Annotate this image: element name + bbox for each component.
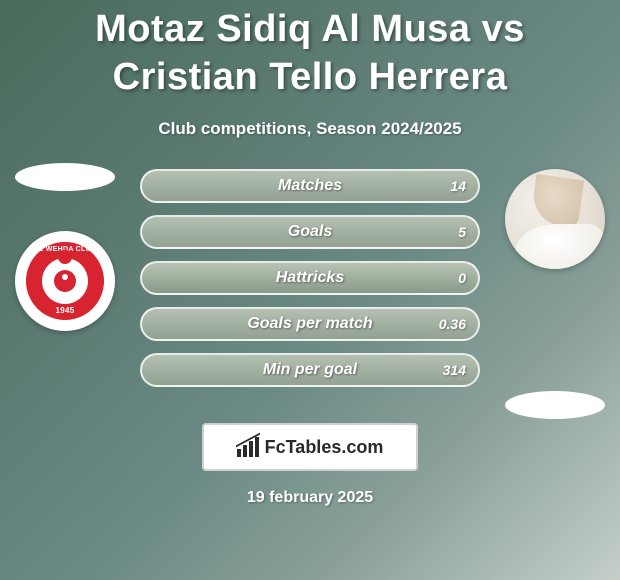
stat-row: Goals per match 0.36 — [140, 307, 480, 341]
stat-value-right: 0 — [458, 270, 466, 286]
brand-text: FcTables.com — [265, 437, 384, 458]
player-right — [500, 169, 610, 419]
club-badge-icon: AL WEHDA CLUB 1945 — [23, 239, 107, 323]
stat-bars: Matches 14 Goals 5 Hattricks 0 Goal — [140, 169, 480, 399]
avatar-shirt — [515, 224, 605, 269]
badge-figure-icon — [58, 250, 72, 264]
stat-label: Hattricks — [276, 269, 344, 287]
player-left-avatar: AL WEHDA CLUB 1945 — [15, 231, 115, 331]
player-right-avatar — [505, 169, 605, 269]
badge-year: 1945 — [56, 306, 75, 315]
player-right-name-pill — [505, 391, 605, 419]
page-title: Motaz Sidiq Al Musa vs Cristian Tello He… — [0, 6, 620, 101]
stat-row: Hattricks 0 — [140, 261, 480, 295]
stat-row: Matches 14 — [140, 169, 480, 203]
stat-label: Matches — [278, 177, 342, 195]
date-text: 19 february 2025 — [0, 489, 620, 507]
stat-row: Goals 5 — [140, 215, 480, 249]
comparison-card: Motaz Sidiq Al Musa vs Cristian Tello He… — [0, 0, 620, 580]
stat-value-right: 314 — [443, 362, 466, 378]
brand-box: FcTables.com — [202, 423, 418, 471]
content-area: AL WEHDA CLUB 1945 — [0, 169, 620, 419]
subtitle: Club competitions, Season 2024/2025 — [0, 119, 620, 139]
player-left: AL WEHDA CLUB 1945 — [10, 169, 120, 331]
stat-value-right: 14 — [450, 178, 466, 194]
stat-label: Goals per match — [247, 315, 372, 333]
badge-inner — [42, 258, 88, 304]
stat-row: Min per goal 314 — [140, 353, 480, 387]
brand-chart-icon — [237, 437, 259, 457]
stat-label: Min per goal — [263, 361, 357, 379]
stat-label: Goals — [288, 223, 332, 241]
player-left-name-pill — [15, 163, 115, 191]
stat-value-right: 0.36 — [439, 316, 466, 332]
stat-value-right: 5 — [458, 224, 466, 240]
avatar-skin — [530, 174, 584, 228]
brand-name: FcTables.com — [265, 437, 384, 457]
badge-ball-icon — [54, 270, 76, 292]
